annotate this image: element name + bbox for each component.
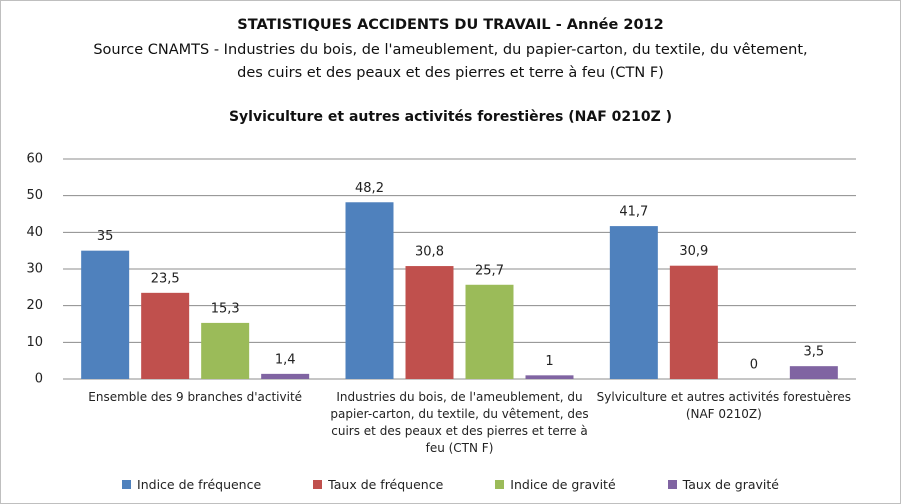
x-tick-label: Industries du bois, de l'ameublement, du…	[330, 390, 589, 455]
bar	[525, 375, 574, 379]
value-label: 30,9	[679, 244, 708, 259]
y-tick-label: 30	[26, 262, 43, 277]
value-label: 35	[97, 229, 114, 244]
value-label: 30,8	[415, 245, 444, 260]
legend-label: Taux de fréquence	[328, 477, 444, 492]
value-label: 48,2	[355, 181, 384, 196]
legend-swatch	[122, 480, 132, 489]
bar	[81, 250, 130, 379]
bar	[261, 373, 310, 379]
y-tick-label: 20	[26, 298, 43, 313]
y-tick-label: 10	[26, 335, 43, 350]
legend-swatch	[313, 480, 323, 489]
value-label: 15,3	[211, 301, 240, 316]
bar	[201, 322, 250, 379]
value-label: 0	[750, 358, 758, 373]
legend-item: Taux de fréquence	[313, 477, 443, 492]
bar	[669, 265, 718, 379]
y-tick-label: 50	[26, 188, 43, 203]
chart-title: STATISTIQUES ACCIDENTS DU TRAVAIL - Anné…	[237, 17, 664, 33]
bar	[345, 202, 394, 379]
legend-item: Indice de fréquence	[122, 477, 261, 492]
bar	[789, 366, 838, 379]
legend: Indice de fréquence Taux de fréquence Indi…	[1, 477, 900, 492]
y-tick-label: 0	[35, 372, 43, 387]
value-label: 41,7	[619, 205, 648, 220]
value-label: 1,4	[275, 352, 296, 367]
y-tick-label: 60	[26, 152, 43, 167]
value-label: 1	[545, 354, 553, 369]
value-label: 3,5	[803, 345, 824, 360]
legend-swatch	[495, 480, 505, 489]
value-label: 23,5	[151, 271, 180, 286]
legend-label: Indice de fréquence	[137, 477, 262, 492]
bar	[141, 292, 190, 379]
x-tick-label: Sylviculture et autres activités forestu…	[596, 390, 851, 421]
value-label: 25,7	[475, 263, 504, 278]
legend-item: Taux de gravité	[667, 477, 779, 492]
bar	[609, 226, 658, 379]
x-tick-label: Ensemble des 9 branches d'activité	[88, 390, 303, 404]
bar	[405, 266, 454, 379]
legend-label: Indice de gravité	[510, 477, 616, 492]
chart-subtitle-2: Sylviculture et autres activités foresti…	[228, 109, 673, 125]
legend-swatch	[667, 480, 677, 489]
legend-item: Indice de gravité	[495, 477, 616, 492]
y-tick-label: 40	[26, 225, 43, 240]
legend-label: Taux de gravité	[682, 477, 779, 492]
bar	[465, 284, 514, 379]
chart-subtitle: Source CNAMTS - Industries du bois, de l…	[93, 42, 808, 81]
